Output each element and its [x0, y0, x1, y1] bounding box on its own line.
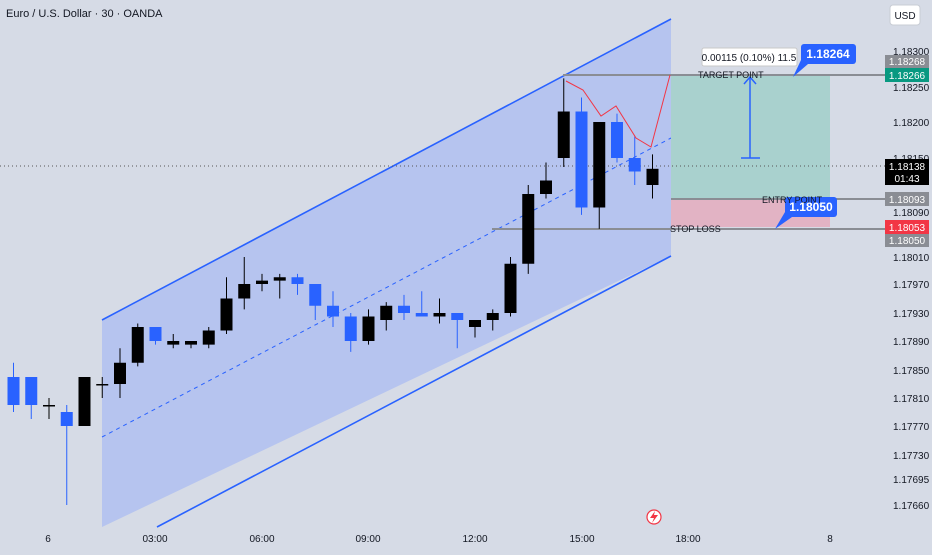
stop-loss-label: STOP LOSS	[670, 224, 721, 234]
channel-upper-line[interactable]	[101, 18, 672, 321]
candle-body[interactable]	[486, 313, 499, 320]
candle-body[interactable]	[185, 341, 197, 345]
currency-button[interactable]	[889, 4, 921, 26]
time-tick-label: 18:00	[675, 534, 700, 545]
price-tick-label: 1.17810	[893, 394, 930, 405]
price-tick-label: 1.17970	[893, 280, 930, 291]
stop-badge-text: 1.18053	[889, 223, 926, 234]
candle-body[interactable]	[327, 305, 339, 317]
price-tick-label: 1.17730	[893, 451, 930, 462]
countdown-text: 01:43	[894, 174, 919, 185]
candle-body[interactable]	[202, 330, 215, 345]
candle-body[interactable]	[273, 277, 286, 281]
price-tick-label: 1.18250	[893, 83, 930, 94]
candle-body[interactable]	[7, 377, 20, 405]
lightning-icon[interactable]	[646, 509, 662, 525]
price-tick-label: 1.18010	[893, 253, 930, 264]
symbol-title: Euro / U.S. Dollar · 30 · OANDA	[6, 8, 163, 20]
price-tick-label: 1.17695	[893, 475, 930, 486]
level-top-badge-text: 1.18268	[889, 57, 926, 68]
entry-badge	[885, 192, 929, 206]
candle-body[interactable]	[362, 316, 375, 342]
entry-callout-pointer	[775, 212, 792, 229]
candle-body[interactable]	[25, 377, 38, 405]
target-callout-text: 1.18264	[806, 47, 850, 61]
candle-body[interactable]	[256, 280, 268, 284]
price-tick-label: 1.17850	[893, 366, 930, 377]
measure-box[interactable]	[701, 47, 798, 67]
currency-button-label: USD	[894, 11, 915, 22]
candle-body[interactable]	[575, 111, 588, 208]
stop-badge	[885, 220, 929, 234]
channel-lower-line[interactable]	[156, 255, 672, 528]
time-tick-label: 09:00	[355, 534, 380, 545]
projection-path[interactable]	[565, 74, 671, 148]
candle-body[interactable]	[43, 405, 55, 407]
level-bottom-badge	[885, 234, 929, 247]
candle-body[interactable]	[628, 158, 641, 172]
candle-body[interactable]	[557, 111, 570, 159]
entry-point-label: ENTRY POINT	[762, 195, 823, 205]
time-axis[interactable]: 6 03:00 06:00 09:00 12:00 15:00 18:00 8	[45, 534, 833, 545]
candle-body[interactable]	[238, 284, 251, 299]
candle-body[interactable]	[593, 122, 606, 208]
candle-body[interactable]	[415, 313, 428, 317]
candle-body[interactable]	[398, 305, 410, 313]
channel-median-line[interactable]	[101, 137, 672, 438]
candle-body[interactable]	[114, 362, 126, 384]
time-tick-label: 15:00	[569, 534, 594, 545]
candle-body[interactable]	[60, 412, 73, 426]
time-tick-label: 8	[827, 534, 833, 545]
candle-body[interactable]	[433, 313, 446, 317]
level-top-badge	[885, 55, 929, 68]
entry-badge-text: 1.18093	[889, 195, 926, 206]
measure-arrow-head	[743, 75, 757, 85]
price-tick-label: 1.18200	[893, 118, 930, 129]
time-tick-label: 6	[45, 534, 51, 545]
price-tick-label: 1.17770	[893, 422, 930, 433]
candle-body[interactable]	[646, 168, 659, 185]
candle-body[interactable]	[220, 298, 233, 331]
candle-body[interactable]	[167, 341, 180, 345]
price-tick-label: 1.17930	[893, 309, 930, 320]
current-price-text: 1.18138	[889, 162, 926, 173]
target-callout-box[interactable]	[801, 44, 856, 64]
time-tick-label: 12:00	[462, 534, 487, 545]
candle-body[interactable]	[469, 320, 481, 327]
candle-body[interactable]	[611, 122, 623, 158]
candle-body[interactable]	[149, 327, 162, 341]
level-bottom-badge-text: 1.18050	[889, 236, 926, 247]
candle-body[interactable]	[344, 316, 357, 342]
entry-callout-text: 1.18050	[789, 200, 833, 214]
time-tick-label: 06:00	[249, 534, 274, 545]
candle-body[interactable]	[78, 377, 91, 426]
candle-body[interactable]	[96, 384, 109, 386]
candle-body[interactable]	[131, 327, 144, 363]
price-tick-label: 1.17660	[893, 501, 930, 512]
candle-body[interactable]	[451, 313, 464, 320]
time-tick-label: 03:00	[142, 534, 167, 545]
target-badge-text: 1.18266	[889, 71, 926, 82]
current-price-badge	[885, 159, 929, 185]
candle-body[interactable]	[291, 277, 304, 284]
candle-body[interactable]	[380, 305, 393, 320]
entry-callout-box[interactable]	[785, 197, 837, 217]
candle-body[interactable]	[522, 194, 535, 264]
candles-group	[7, 78, 659, 505]
candle-body[interactable]	[540, 180, 552, 195]
candle-body[interactable]	[309, 284, 322, 306]
measure-text: 0.00115 (0.10%) 11.5	[702, 53, 797, 64]
price-tick-label: 1.17890	[893, 337, 930, 348]
price-tick-label: 1.18300	[893, 47, 930, 58]
regression-channel[interactable]	[102, 19, 671, 527]
target-point-label: TARGET POINT	[698, 70, 764, 80]
target-callout-pointer	[793, 60, 808, 77]
price-tick-label: 1.18090	[893, 208, 930, 219]
candle-body[interactable]	[504, 263, 517, 313]
target-badge	[885, 68, 929, 82]
